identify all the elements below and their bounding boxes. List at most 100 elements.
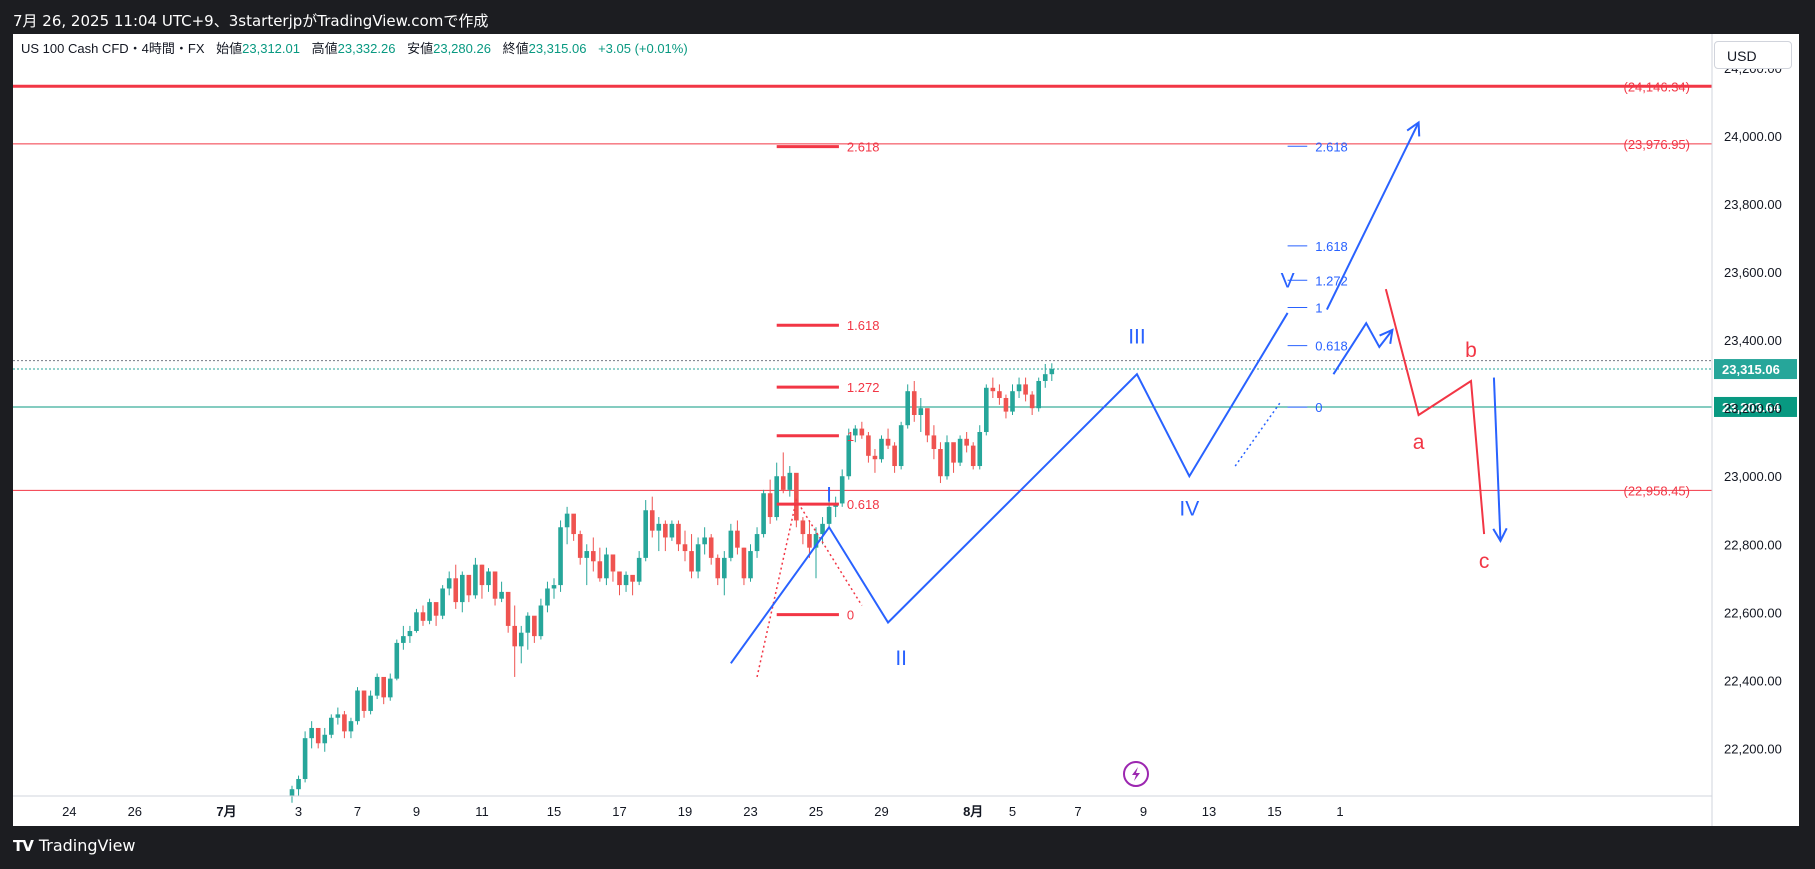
chart-canvas[interactable]: (24,146.34) (23,976.95) (22,958.45) 23,203.… bbox=[13, 34, 1799, 826]
candle-body bbox=[898, 425, 904, 467]
candle bbox=[689, 534, 694, 579]
candle-body bbox=[951, 442, 956, 463]
candle-body bbox=[479, 564, 485, 586]
candle-body bbox=[957, 438, 963, 463]
lightning-icon[interactable] bbox=[1123, 761, 1149, 787]
brand-name: TradingView bbox=[38, 836, 136, 855]
candle bbox=[518, 625, 524, 664]
candle bbox=[361, 690, 367, 718]
candle-body bbox=[990, 387, 996, 392]
candle bbox=[970, 442, 976, 470]
x-tick-label: 7 bbox=[1074, 804, 1081, 819]
candle-body bbox=[748, 551, 753, 579]
candle-body bbox=[977, 432, 983, 467]
candle bbox=[846, 428, 852, 480]
candle bbox=[604, 547, 609, 586]
candle bbox=[643, 500, 648, 562]
candle-body bbox=[348, 721, 354, 732]
wave-label-red: c bbox=[1479, 550, 1490, 573]
candle-body bbox=[368, 695, 373, 711]
candle-body bbox=[636, 557, 642, 582]
currency-button[interactable]: USD bbox=[1714, 41, 1792, 69]
candle-body bbox=[407, 631, 413, 637]
candle-body bbox=[656, 523, 662, 531]
candle-body bbox=[315, 727, 321, 744]
wave-label-red: b bbox=[1465, 339, 1477, 362]
candle bbox=[944, 435, 950, 480]
candle-body bbox=[669, 523, 675, 538]
candle bbox=[754, 527, 760, 558]
candle-body bbox=[433, 602, 439, 616]
horizontal-line-label: (24,146.34) bbox=[1624, 79, 1691, 94]
candle-body bbox=[610, 554, 616, 572]
candle bbox=[833, 496, 838, 518]
candle bbox=[885, 428, 891, 450]
candle bbox=[571, 513, 576, 541]
candle-body bbox=[944, 442, 950, 477]
candle bbox=[532, 615, 537, 643]
candle bbox=[767, 479, 773, 524]
candle bbox=[551, 578, 557, 599]
candle bbox=[460, 571, 465, 613]
candle-body bbox=[774, 476, 779, 518]
symbol-title: US 100 Cash CFD・4時間・FX 始値23,312.01 高値23,… bbox=[21, 41, 688, 56]
footer-bar: TV TradingView bbox=[0, 826, 1815, 869]
candle bbox=[545, 581, 550, 613]
candle-body bbox=[591, 551, 596, 562]
candle bbox=[355, 687, 360, 725]
wave-label-blue: II bbox=[895, 647, 907, 670]
candle bbox=[938, 442, 943, 484]
candle-body bbox=[420, 612, 426, 621]
y-tick-label: 23,000.00 bbox=[1724, 469, 1782, 484]
candle bbox=[636, 551, 642, 586]
candle bbox=[918, 397, 924, 433]
candle bbox=[414, 608, 419, 633]
candle bbox=[558, 520, 563, 592]
close-label: 終値 bbox=[503, 41, 529, 56]
candle-body bbox=[676, 523, 681, 545]
candle bbox=[473, 557, 478, 599]
candle-body bbox=[807, 534, 812, 548]
candle bbox=[879, 435, 884, 463]
x-tick-label: 7月 bbox=[216, 804, 236, 819]
price-badge bbox=[1714, 396, 1797, 417]
candle bbox=[597, 547, 603, 582]
wave-label-blue: V bbox=[1281, 269, 1295, 292]
candle bbox=[342, 710, 347, 739]
projection-arrow-small bbox=[1332, 321, 1394, 375]
dotted-red-path bbox=[756, 498, 863, 678]
candle-body bbox=[486, 571, 491, 586]
candle-body bbox=[545, 588, 550, 606]
tradingview-brand[interactable]: TV TradingView bbox=[13, 836, 136, 855]
x-tick-label: 19 bbox=[678, 804, 692, 819]
candle-body bbox=[728, 530, 734, 558]
candle bbox=[335, 707, 341, 725]
candle bbox=[820, 517, 825, 545]
chart-frame[interactable]: (24,146.34) (23,976.95) (22,958.45) 23,203.… bbox=[13, 34, 1799, 826]
candle bbox=[839, 469, 845, 507]
candle bbox=[302, 731, 308, 783]
candle bbox=[774, 462, 779, 521]
candle bbox=[925, 408, 930, 443]
candle-body bbox=[296, 778, 301, 790]
x-tick-label: 25 bbox=[809, 804, 823, 819]
candle bbox=[708, 534, 714, 565]
projection-arrow-up bbox=[1326, 122, 1420, 310]
candle-body bbox=[800, 520, 806, 535]
candle-body bbox=[846, 435, 852, 477]
candle-body bbox=[460, 574, 465, 603]
elliott-wave-blue bbox=[730, 312, 1289, 664]
y-tick-label: 24,000.00 bbox=[1724, 129, 1782, 144]
candle-body bbox=[322, 734, 328, 744]
candle bbox=[374, 673, 380, 700]
candle bbox=[951, 442, 956, 473]
last-price-badge bbox=[1714, 359, 1797, 380]
candle bbox=[394, 639, 400, 681]
candle-body bbox=[505, 591, 511, 626]
candle-body bbox=[558, 527, 563, 586]
y-tick-label: 22,600.00 bbox=[1724, 605, 1782, 620]
low-value: 23,280.26 bbox=[433, 41, 491, 56]
candle-body bbox=[682, 544, 688, 552]
candle-body bbox=[584, 551, 590, 558]
candle bbox=[892, 442, 897, 473]
